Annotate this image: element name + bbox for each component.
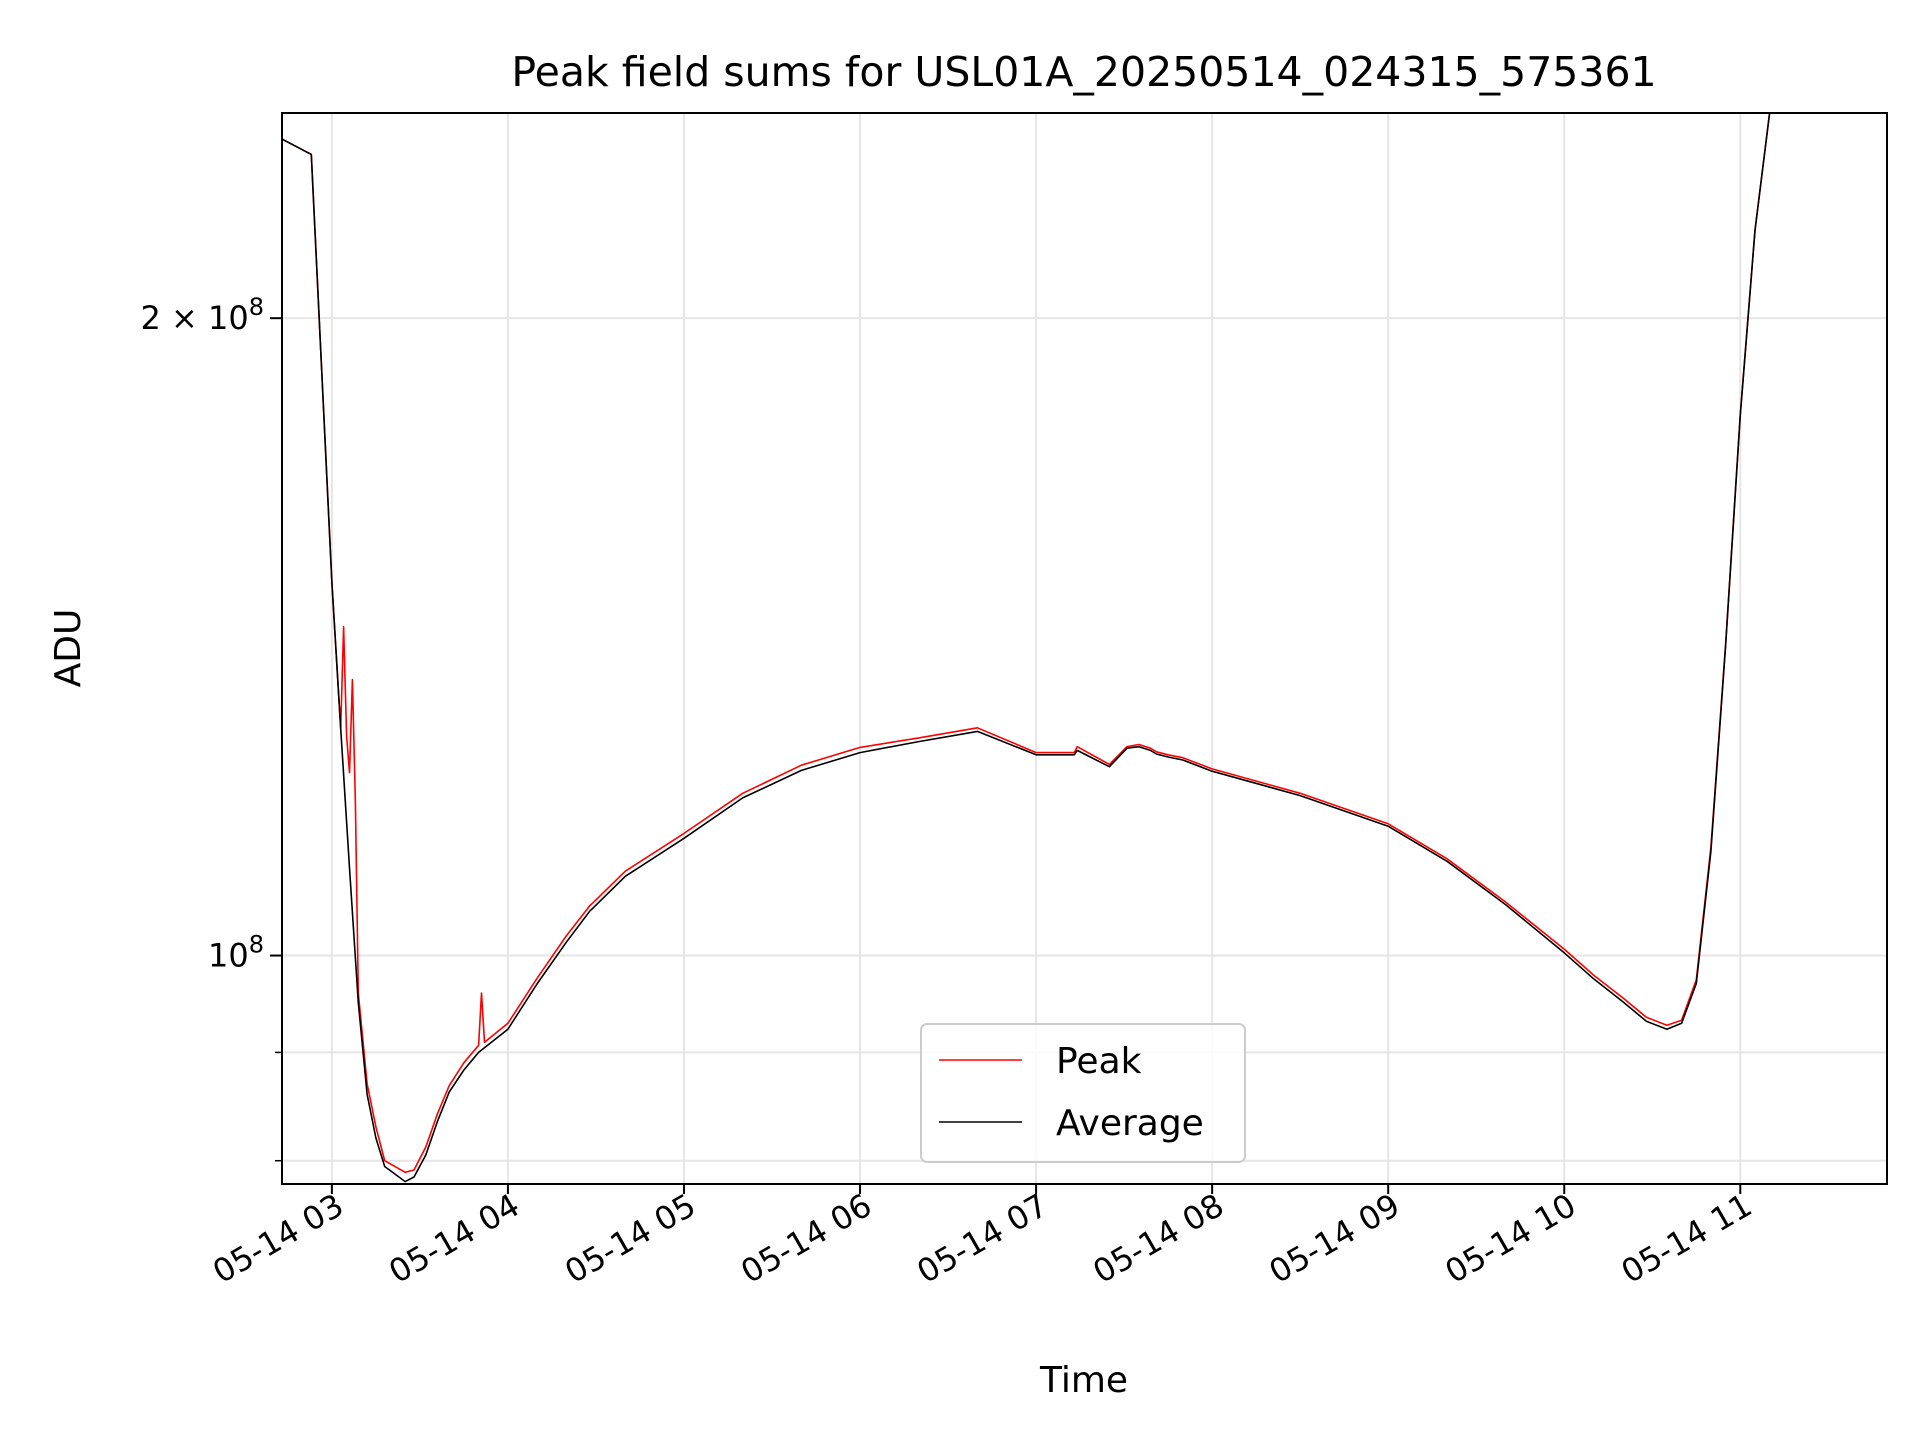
legend-box xyxy=(920,1023,1246,1163)
legend-peak-label: Peak xyxy=(1056,1041,1142,1082)
series-line-average xyxy=(281,112,1799,1183)
y-tick-label: 2 × 108 xyxy=(140,293,264,337)
legend: Peak Average xyxy=(920,1023,1246,1163)
grid-layer xyxy=(282,113,1887,1184)
chart-title: Peak field sums for USL01A_20250514_0243… xyxy=(511,48,1656,96)
legend-average-label: Average xyxy=(1056,1103,1204,1144)
x-axis-label: Time xyxy=(1039,1360,1128,1401)
plot-frame xyxy=(281,112,1888,1185)
y-axis-label: ADU xyxy=(48,609,89,688)
y-tick-label: 108 xyxy=(208,931,264,975)
series-line-peak xyxy=(281,112,1799,1174)
series-layer xyxy=(281,112,1799,1183)
